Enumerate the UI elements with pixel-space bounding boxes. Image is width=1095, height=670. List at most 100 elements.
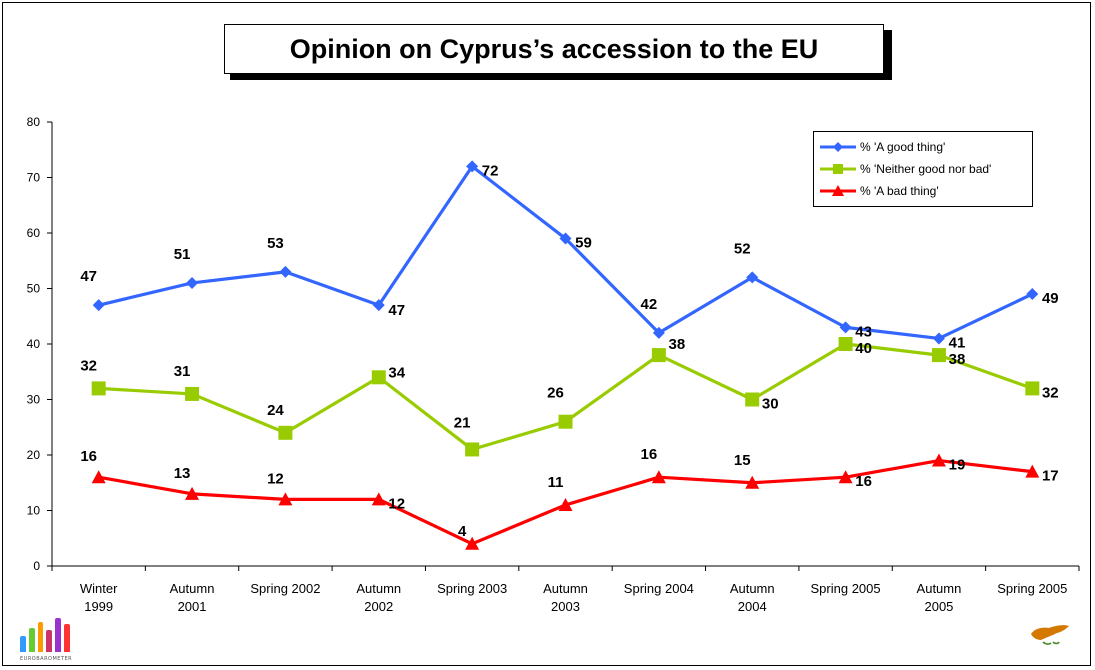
data-label: 43	[855, 323, 872, 340]
data-point-bad	[838, 470, 853, 484]
data-label: 24	[267, 402, 284, 419]
data-label: 21	[454, 414, 471, 431]
y-tick-label: 60	[27, 226, 41, 240]
logo-bar	[37, 622, 44, 652]
data-label: 16	[80, 448, 97, 465]
data-point-bad	[745, 475, 760, 489]
data-point-good	[186, 276, 199, 289]
data-point-neither	[371, 370, 386, 385]
x-tick-label: Winter 1999	[80, 581, 118, 614]
data-point-neither	[838, 337, 853, 351]
data-point-good	[652, 326, 665, 339]
legend-swatch-neither	[820, 164, 856, 174]
data-point-bad	[278, 492, 293, 506]
x-tick-label: Autumn 2002	[356, 581, 401, 614]
data-label: 12	[267, 470, 284, 487]
data-label: 72	[482, 162, 499, 179]
data-point-good	[839, 321, 852, 334]
data-point-neither	[465, 442, 480, 457]
data-point-neither	[745, 392, 760, 407]
data-point-bad	[1025, 464, 1040, 478]
data-label: 12	[388, 495, 405, 512]
data-label: 11	[548, 474, 564, 491]
data-label: 52	[734, 240, 751, 257]
legend-swatch-bad	[820, 185, 856, 196]
x-tick-label: Autumn 2003	[543, 581, 588, 614]
data-label: 30	[762, 396, 779, 413]
title-box: Opinion on Cyprus’s accession to the EU	[224, 24, 884, 74]
x-tick-label: Autumn 2004	[730, 581, 775, 614]
chart-legend: % 'A good thing' % 'Neither good nor bad…	[813, 131, 1033, 207]
data-point-bad	[651, 470, 666, 484]
data-point-neither	[91, 381, 106, 396]
data-label: 47	[80, 268, 97, 285]
y-tick-label: 50	[27, 282, 41, 296]
data-point-good	[1026, 288, 1039, 301]
data-point-neither	[1025, 381, 1040, 396]
x-tick-label: Spring 2004	[624, 581, 694, 596]
data-label: 26	[547, 385, 564, 402]
x-tick-label: Spring 2002	[250, 581, 320, 596]
data-label: 42	[641, 296, 658, 313]
y-tick-label: 0	[33, 559, 40, 573]
data-point-good	[372, 299, 385, 312]
data-point-bad	[185, 486, 200, 500]
data-label: 19	[949, 457, 966, 474]
data-point-neither	[651, 348, 666, 363]
data-point-good	[92, 299, 105, 312]
data-label: 16	[641, 446, 658, 463]
data-label: 38	[949, 351, 966, 368]
data-point-bad	[558, 497, 573, 511]
x-tick-label: Spring 2003	[437, 581, 507, 596]
data-label: 13	[174, 465, 191, 482]
data-label: 41	[949, 334, 966, 351]
data-point-neither	[278, 425, 293, 440]
x-tick-label: Autumn 2001	[170, 581, 215, 614]
data-point-neither	[931, 348, 946, 363]
x-tick-label: Spring 2005	[811, 581, 881, 596]
logo-bar	[20, 636, 26, 652]
data-label: 53	[267, 235, 284, 252]
data-label: 32	[1042, 384, 1059, 401]
data-label: 4	[458, 523, 467, 540]
series-line-1	[98, 342, 1033, 452]
data-label: 32	[80, 357, 97, 374]
logo-text: EUROBAROMETER	[20, 656, 73, 662]
legend-label-bad: % 'A bad thing'	[860, 184, 939, 198]
x-tick-label: Autumn 2005	[917, 581, 962, 614]
y-tick-label: 70	[27, 171, 41, 185]
y-tick-label: 30	[27, 393, 41, 407]
legend-item-neither: % 'Neither good nor bad'	[820, 158, 1032, 180]
data-label: 49	[1042, 290, 1059, 307]
legend-item-bad: % 'A bad thing'	[820, 180, 1032, 202]
data-label: 16	[855, 473, 872, 490]
data-label: 34	[388, 364, 405, 381]
y-tick-label: 20	[27, 448, 41, 462]
data-point-neither	[558, 414, 573, 429]
data-point-neither	[185, 386, 200, 401]
data-label: 15	[734, 452, 751, 469]
y-tick-label: 40	[27, 337, 41, 351]
cyprus-flag-icon	[1031, 625, 1069, 645]
data-point-good	[559, 232, 572, 245]
data-point-bad	[91, 470, 106, 484]
chart-title: Opinion on Cyprus’s accession to the EU	[289, 33, 819, 64]
data-label: 40	[855, 340, 872, 357]
logo-bar	[28, 628, 35, 652]
data-label: 51	[174, 246, 191, 263]
legend-label-good: % 'A good thing'	[860, 140, 946, 154]
data-point-good	[279, 265, 292, 278]
logo-bars-icon	[20, 612, 70, 652]
logo-bar	[46, 630, 53, 652]
data-label: 17	[1042, 468, 1059, 485]
data-point-bad	[931, 453, 946, 467]
data-point-bad	[371, 492, 386, 506]
y-tick-label: 10	[27, 504, 41, 518]
data-label: 59	[575, 235, 592, 252]
data-label: 47	[388, 302, 405, 319]
y-tick-label: 80	[27, 115, 41, 129]
data-point-good	[466, 160, 479, 173]
data-label: 31	[174, 363, 191, 380]
x-tick-label: Spring 2005	[997, 581, 1067, 596]
